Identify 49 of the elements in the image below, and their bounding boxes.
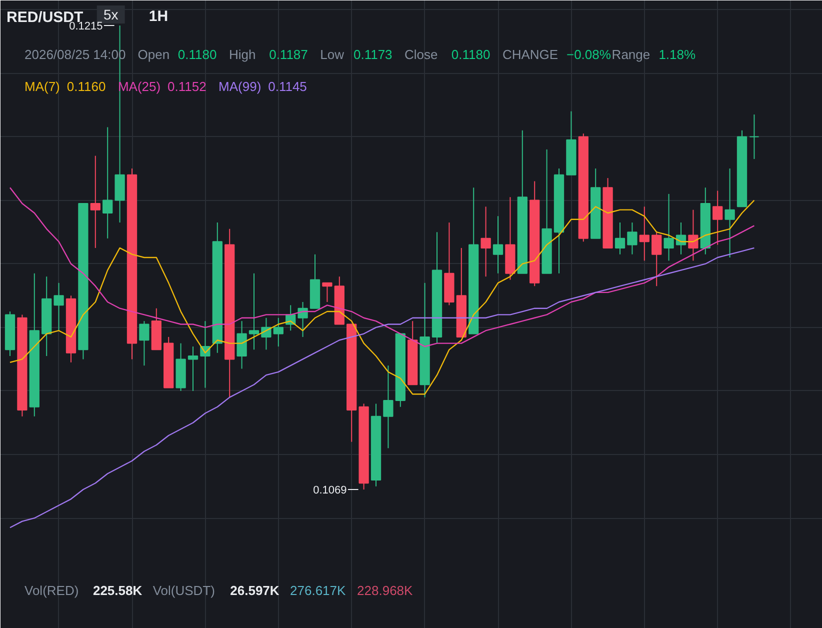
candlestick [139, 320, 150, 366]
annotation: 0.1173 [353, 47, 392, 62]
candlestick [688, 209, 698, 262]
text: Vol(RED) [24, 583, 79, 598]
annotation: Close [404, 47, 438, 62]
annotation: 0.1180 [178, 47, 217, 62]
text: 276.617K [290, 583, 346, 598]
text: MA(7) [24, 79, 60, 94]
text: MA(99) [218, 79, 262, 94]
candlestick [724, 168, 735, 258]
annotation: 0.1069 [313, 484, 347, 496]
annotation: 0.1215 [69, 20, 103, 32]
annotation: Open [138, 47, 170, 62]
candlestick [102, 126, 113, 239]
candlestick [614, 222, 626, 255]
candlestick [627, 222, 638, 255]
candlestick [383, 365, 394, 449]
annotation: Low [320, 47, 345, 62]
text: 225.58K [92, 583, 143, 598]
text: 5x [103, 6, 118, 22]
text: Vol(USDT) [152, 583, 215, 598]
annotation: 0.1145 [268, 79, 307, 94]
annotation: −0.08% [566, 47, 612, 62]
candlestick [322, 282, 332, 302]
candlestick [749, 114, 760, 160]
text: 26.597K [230, 583, 280, 598]
text: 228.968K [357, 583, 414, 598]
candlestick [480, 206, 491, 278]
candlestick [54, 282, 64, 332]
candlestick [712, 190, 723, 246]
candlestick [492, 216, 504, 274]
annotation: 1.18% [658, 47, 696, 62]
candlestick [298, 301, 308, 338]
annotation: 0.1180 [451, 47, 490, 62]
candlestick [664, 193, 674, 262]
candlestick [248, 272, 260, 350]
candlestick [273, 317, 284, 347]
candlestick [652, 232, 662, 287]
annotation: High [228, 47, 256, 62]
text: 1H [148, 8, 168, 25]
annotation: 0.1160 [66, 79, 106, 94]
annotation: CHANGE [502, 47, 558, 62]
candlestick [236, 320, 247, 370]
annotation: Range [612, 47, 650, 62]
candlestick [639, 206, 650, 262]
candlestick [90, 155, 100, 248]
annotation: 0.1152 [168, 79, 206, 94]
annotation: 0.1187 [269, 47, 308, 62]
candlestick [188, 346, 198, 392]
